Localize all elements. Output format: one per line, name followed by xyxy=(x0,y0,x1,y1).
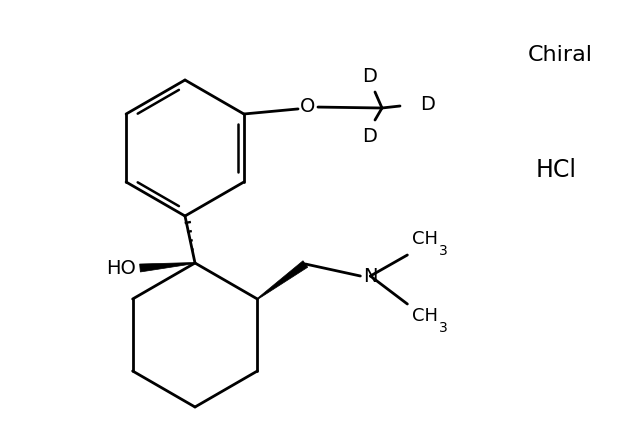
Text: D: D xyxy=(420,95,435,113)
Text: D: D xyxy=(363,66,378,86)
Text: D: D xyxy=(363,127,378,145)
Polygon shape xyxy=(140,263,195,272)
Text: CH: CH xyxy=(412,307,438,325)
Polygon shape xyxy=(257,261,308,299)
Text: 3: 3 xyxy=(439,321,448,335)
Text: HCl: HCl xyxy=(536,158,577,182)
Text: HO: HO xyxy=(106,259,136,277)
Text: Chiral: Chiral xyxy=(527,45,593,65)
Text: CH: CH xyxy=(412,230,438,248)
Text: N: N xyxy=(363,267,378,285)
Text: 3: 3 xyxy=(439,244,448,258)
Text: O: O xyxy=(300,98,316,116)
